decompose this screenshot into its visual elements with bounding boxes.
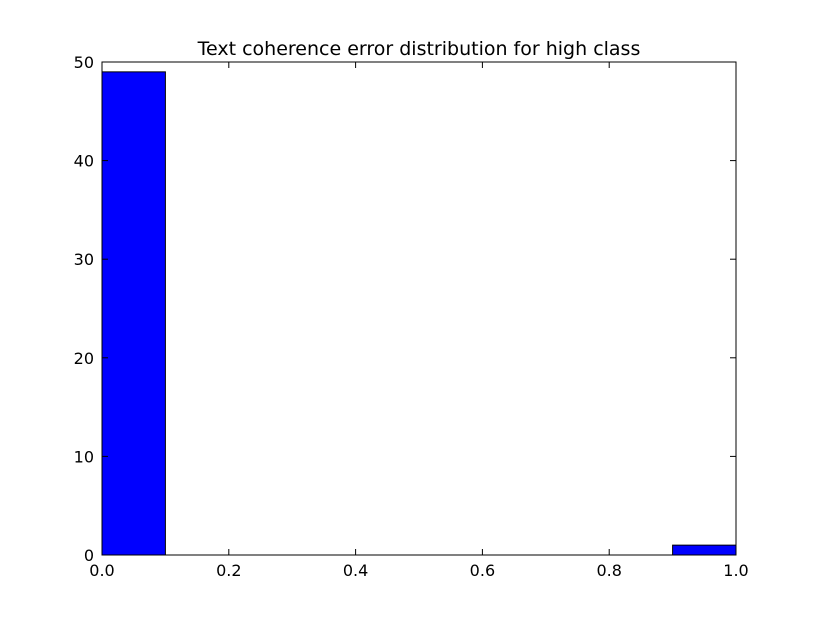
x-tick-label-2: 0.4 bbox=[343, 561, 368, 580]
histogram-bar-0 bbox=[101, 71, 166, 556]
x-tick-label-1: 0.2 bbox=[216, 561, 241, 580]
y-tick-label-0: 0 bbox=[84, 546, 94, 565]
y-tick-label-5: 50 bbox=[74, 53, 94, 72]
x-tick-label-4: 0.8 bbox=[596, 561, 621, 580]
chart-title: Text coherence error distribution for hi… bbox=[197, 38, 641, 60]
plot-frame bbox=[101, 61, 737, 556]
y-tick-label-4: 40 bbox=[74, 152, 94, 171]
y-tick-label-2: 20 bbox=[74, 349, 94, 368]
y-tick-label-1: 10 bbox=[74, 447, 94, 466]
x-tick-label-3: 0.6 bbox=[470, 561, 495, 580]
x-tick-label-5: 1.0 bbox=[723, 561, 748, 580]
ticks-group: 0.0 0.2 0.4 0.6 0.8 1.0 0 10 20 30 40 50 bbox=[74, 53, 749, 580]
y-tick-label-3: 30 bbox=[74, 250, 94, 269]
x-tick-label-0: 0.0 bbox=[89, 561, 114, 580]
histogram-bar-9 bbox=[672, 544, 737, 556]
bars-group bbox=[101, 71, 737, 556]
